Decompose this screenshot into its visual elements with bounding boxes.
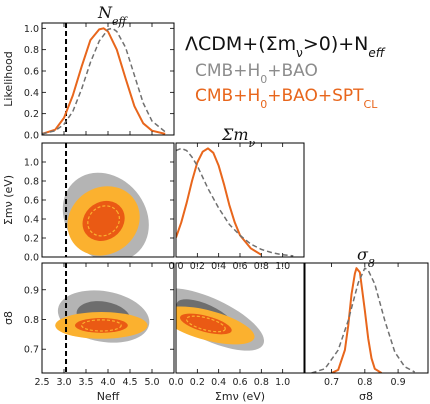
- s8-1d-series-orange: [331, 267, 383, 373]
- s8-vs-neff-xtick-label: 2.5: [34, 377, 49, 388]
- neff-1d-ytick-label: 0.2: [24, 109, 39, 120]
- s8-vs-mnu-contours: [176, 288, 265, 351]
- s8-vs-neff-xtick-label: 3.5: [78, 377, 93, 388]
- s8-vs-neff-contours: [55, 263, 150, 373]
- mnu-vs-neff-contours: [62, 143, 149, 257]
- neff-1d-ytick-label: 0.6: [24, 67, 39, 78]
- mnu-1d-series-gray: [176, 147, 294, 257]
- s8-vs-neff-xtick-label: 3.0: [56, 377, 71, 388]
- s8-vs-mnu-xtick-label: 0.4: [211, 377, 226, 388]
- s8-vs-mnu-frame: [175, 262, 305, 374]
- mnu-vs-neff-ytick-label: 1.0: [24, 158, 39, 169]
- mnu-vs-neff-ytick-label: 0.8: [24, 177, 39, 188]
- mnu-vs-neff-inner-dashed: [87, 205, 120, 237]
- neff-1d-lines: [42, 23, 166, 135]
- mnu-vs-neff-ytick-label: 0.0: [24, 253, 39, 264]
- neff-1d-series-gray: [42, 27, 166, 135]
- mnu-1d-series-orange: [176, 147, 262, 256]
- s8-vs-mnu-xtick-label: 0.8: [254, 377, 269, 388]
- neff-1d-series-orange: [42, 27, 166, 135]
- s8-vs-mnu-xtick-label: 1.0: [275, 377, 290, 388]
- s8-vs-mnu-region-orange-68: [180, 313, 232, 335]
- mnu-vs-neff-ytick-label: 0.6: [24, 196, 39, 207]
- s8-1d-xtick-label: 0.8: [357, 377, 372, 388]
- mnu-vs-neff-ytick-label: 0.2: [24, 234, 39, 245]
- s8-vs-mnu-xtick-label: 0.0: [168, 377, 183, 388]
- legend-entry-gray: CMB+H0+BAO: [195, 61, 318, 86]
- s8-panel-title: σ8: [357, 245, 375, 270]
- s8-vs-mnu-inner-dashed: [185, 315, 226, 333]
- mnu-axis-label: Σmν (eV): [2, 175, 15, 225]
- mnu-panel-title: Σmν: [221, 125, 255, 150]
- s8-1d-xtick-label: 0.9: [391, 377, 406, 388]
- s8-vs-neff-frame: [41, 262, 175, 374]
- s8-1d-lines: [311, 267, 416, 373]
- mnu-1d-frame: [175, 142, 305, 258]
- mnu-vs-neff-frame: [41, 142, 175, 258]
- s8-1d-frame: [304, 262, 429, 374]
- likelihood-axis-label: Likelihood: [2, 51, 15, 106]
- mnu-x-axis-label: Σmν (eV): [215, 390, 265, 403]
- s8-vs-neff-inner-dashed: [81, 319, 122, 332]
- s8-1d-series-gray: [311, 267, 416, 373]
- s8-vs-neff-xtick-label: 4.0: [100, 377, 115, 388]
- neff-1d-ytick-label: 1.0: [24, 24, 39, 35]
- s8-axis-label: σ8: [2, 311, 15, 325]
- s8-vs-neff-ytick-label: 0.9: [24, 285, 39, 296]
- neff-panel-title: Neff: [97, 3, 129, 28]
- neff-1d-frame: [41, 22, 175, 136]
- neff-1d-ytick-label: 0.8: [24, 45, 39, 56]
- neff-1d-ytick-label: 0.0: [24, 131, 39, 142]
- mnu-vs-neff-ytick-label: 0.4: [24, 215, 39, 226]
- mnu-1d-lines: [176, 147, 294, 257]
- s8-x-axis-label: σ8: [359, 390, 373, 403]
- neff-1d-ytick-label: 0.4: [24, 88, 39, 99]
- s8-vs-neff-ytick-label: 0.8: [24, 315, 39, 326]
- s8-vs-neff-xtick-label: 5.0: [144, 377, 159, 388]
- s8-vs-neff-xtick-label: 4.5: [122, 377, 137, 388]
- s8-vs-mnu-xtick-label: 0.2: [190, 377, 205, 388]
- s8-vs-mnu-xtick-label: 0.6: [232, 377, 247, 388]
- s8-1d-xtick-label: 0.7: [324, 377, 339, 388]
- s8-vs-neff-ytick-label: 0.7: [24, 345, 39, 356]
- neff-axis-label: Neff: [97, 390, 120, 403]
- legend-title: ΛCDM+(Σmν>0)+Neff: [185, 33, 386, 60]
- legend-entry-orange: CMB+H0+BAO+SPTCL: [195, 86, 378, 111]
